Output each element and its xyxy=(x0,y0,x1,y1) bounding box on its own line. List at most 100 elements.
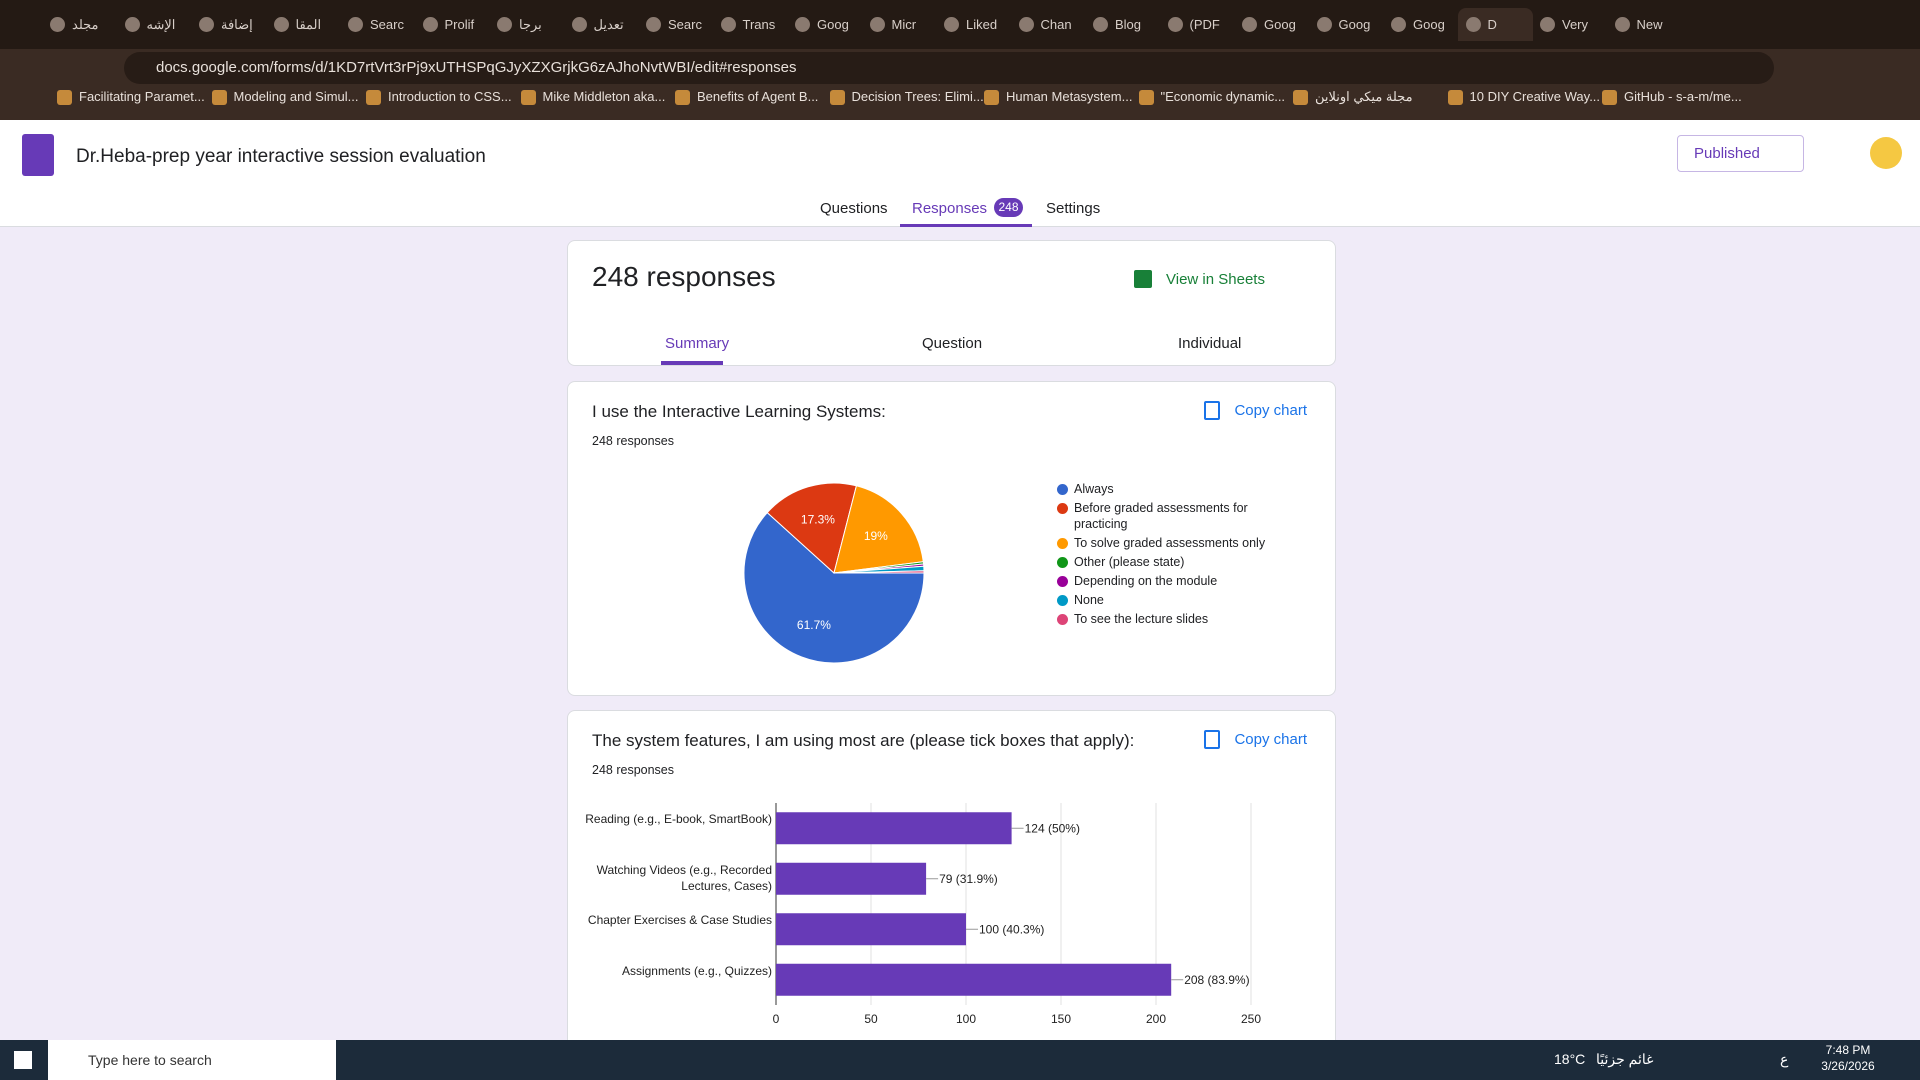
nav-tab[interactable]: Questions xyxy=(820,200,888,217)
tab-icon xyxy=(50,17,65,32)
y-tick-label: Watching Videos (e.g., Recorded Lectures… xyxy=(596,862,772,893)
tab-title: Very xyxy=(1562,17,1589,32)
form-header: Dr.Heba-prep year interactive session ev… xyxy=(0,120,1920,227)
tab-icon xyxy=(1167,17,1183,32)
tab-title: Searc xyxy=(668,17,702,32)
x-tick-label: 150 xyxy=(1051,1012,1071,1026)
time: 7:48 PM xyxy=(1825,1043,1871,1057)
y-tick-label: Chapter Exercises & Case Studies xyxy=(587,913,772,928)
bookmark[interactable]: "Economic dynamic... xyxy=(1138,89,1285,105)
bookmark[interactable]: Mike Middleton aka... xyxy=(520,89,665,105)
address-bar[interactable]: docs.google.com/forms/d/1KD7rtVrt3rPj9xU… xyxy=(124,52,1774,84)
legend-item: Depending on the module xyxy=(1057,573,1267,589)
bookmark[interactable]: GitHub - s-a-m/me... xyxy=(1602,89,1742,105)
avatar[interactable] xyxy=(1870,137,1902,169)
tab-icon xyxy=(646,17,661,32)
bookmark[interactable]: Benefits of Agent B... xyxy=(675,89,819,105)
responses-heading: 248 responses xyxy=(592,261,776,292)
browser-tab[interactable]: New xyxy=(1607,8,1682,41)
browser-tab[interactable]: Searc xyxy=(638,8,713,41)
bookmark-icon xyxy=(1138,90,1154,105)
summary-tab[interactable]: Summary xyxy=(665,335,730,352)
browser-tab[interactable]: برجا xyxy=(489,8,564,41)
bookmark-icon xyxy=(1293,90,1308,105)
start-button[interactable] xyxy=(14,1051,32,1069)
summary-tab[interactable]: Question xyxy=(922,335,983,352)
browser-tab[interactable]: Prolif xyxy=(415,8,490,41)
tab-title: Liked xyxy=(966,17,998,32)
tab-title: تعديل xyxy=(593,17,624,32)
bookmark-icon xyxy=(366,90,381,105)
bookmark-title: مجلة ميكي اونلاين xyxy=(1315,89,1413,104)
legend-swatch xyxy=(1057,614,1068,625)
browser-tab[interactable]: Goog xyxy=(1309,8,1384,41)
toolbar: docs.google.com/forms/d/1KD7rtVrt3rPj9xU… xyxy=(0,49,1920,120)
tab-icon xyxy=(944,17,959,32)
active-indicator xyxy=(661,361,723,365)
search-box[interactable]: Type here to search xyxy=(48,1040,336,1080)
published-button[interactable]: Published xyxy=(1677,135,1804,172)
copy-chart-label[interactable]: Copy chart xyxy=(1234,731,1307,748)
nav-tab[interactable]: Responses xyxy=(912,200,988,217)
bar xyxy=(776,963,1172,996)
tab-icon xyxy=(348,17,363,32)
bookmark-title: GitHub - s-a-m/me... xyxy=(1624,89,1742,104)
browser-tab[interactable]: Trans xyxy=(713,8,788,41)
bookmark-title: Benefits of Agent B... xyxy=(697,89,819,104)
browser-tab[interactable]: Blog xyxy=(1085,8,1160,41)
browser-tab[interactable]: الإشه xyxy=(117,8,192,41)
legend-swatch xyxy=(1057,538,1068,549)
taskbar: Type here to search 18°C غائم جزئيًا ع 7… xyxy=(0,1040,1920,1080)
summary-tab[interactable]: Individual xyxy=(1178,335,1242,352)
view-in-sheets[interactable]: View in Sheets xyxy=(1166,271,1265,288)
bookmark[interactable]: Human Metasystem... xyxy=(984,89,1132,105)
browser-tab[interactable]: Goog xyxy=(1234,8,1309,41)
pie-slice xyxy=(833,485,924,574)
x-tick-label: 100 xyxy=(956,1012,976,1026)
forms-icon[interactable] xyxy=(22,134,54,176)
copy-chart[interactable]: Copy chart xyxy=(1204,401,1307,420)
tab-title: D xyxy=(1487,17,1497,32)
browser-tab[interactable]: Goog xyxy=(787,8,862,41)
browser-tab[interactable]: المقا xyxy=(266,8,341,41)
bookmark[interactable]: Facilitating Paramet... xyxy=(57,89,205,105)
language[interactable]: ع xyxy=(1780,1051,1789,1067)
bookmark[interactable]: Introduction to CSS... xyxy=(366,89,512,105)
copy-chart-label[interactable]: Copy chart xyxy=(1234,402,1307,419)
value-label: 79 (31.9%) xyxy=(939,872,998,886)
bookmark[interactable]: 10 DIY Creative Way... xyxy=(1447,89,1600,105)
tab-title: (PDF xyxy=(1189,17,1220,32)
nav-tab[interactable]: Settings xyxy=(1046,200,1101,217)
slice-label: 19% xyxy=(864,529,888,543)
copy-chart[interactable]: Copy chart xyxy=(1204,730,1307,749)
browser-tab[interactable]: Goog xyxy=(1383,8,1458,41)
form-title[interactable]: Dr.Heba-prep year interactive session ev… xyxy=(76,146,486,167)
browser-tab[interactable]: Chan xyxy=(1011,8,1086,41)
tab-title: مجلد xyxy=(72,17,99,32)
browser-tab[interactable]: Very xyxy=(1532,8,1607,41)
slice-label: 17.3% xyxy=(801,513,835,527)
browser-tab[interactable]: Searc xyxy=(340,8,415,41)
pie-slice xyxy=(833,570,925,574)
browser-tab[interactable]: Liked xyxy=(936,8,1011,41)
response-badge: 248 xyxy=(994,198,1023,217)
browser-tab[interactable]: مجلد xyxy=(42,8,117,41)
sheets-icon[interactable] xyxy=(1134,270,1152,288)
bookmark[interactable]: Modeling and Simul... xyxy=(211,89,359,105)
browser-tab[interactable]: Micr xyxy=(862,8,937,41)
bookmark[interactable]: Decision Trees: Elimi... xyxy=(829,89,984,105)
bookmark[interactable]: مجلة ميكي اونلاين xyxy=(1293,89,1413,105)
browser-tab[interactable]: D xyxy=(1457,8,1533,41)
tab-icon xyxy=(795,17,810,32)
bar-chart: 0 50 100 150 200 250 124 (50%) 79 (31.9%) 100 (4… xyxy=(773,803,1261,1026)
legend: Always Before graded assessments for prac… xyxy=(1057,481,1267,630)
tab-title: Trans xyxy=(742,17,776,32)
value-label: 208 (83.9%) xyxy=(1184,973,1249,987)
tab-bar: مجلد الإشه إضافة المقا Searc Prolif برجا تعديل S… xyxy=(0,0,1920,49)
browser-tab[interactable]: (PDF xyxy=(1160,8,1235,41)
browser-tab[interactable]: تعديل xyxy=(564,8,639,41)
clock[interactable]: 7:48 PM 3/26/2026 xyxy=(1808,1043,1888,1073)
browser-tab[interactable]: إضافة xyxy=(191,8,266,41)
legend-label: None xyxy=(1074,593,1104,607)
